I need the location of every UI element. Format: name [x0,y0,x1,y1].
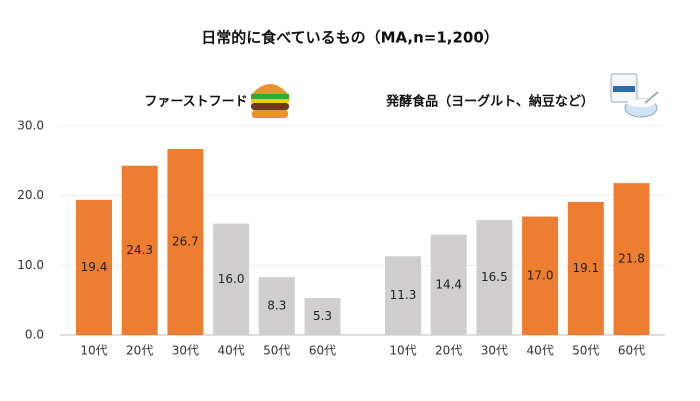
value-label: 21.8 [618,252,645,266]
bar [258,277,295,335]
bar [304,298,341,335]
value-label: 19.1 [572,261,599,275]
value-label: 26.7 [172,234,199,248]
x-tick-label: 50代 [263,344,290,358]
x-tick-label: 40代 [526,344,553,358]
x-tick-label: 50代 [572,344,599,358]
bar [76,199,112,335]
bar [567,201,604,335]
x-tick-label: 60代 [309,344,336,358]
x-tick-label: 40代 [217,344,244,358]
x-tick-label: 10代 [389,344,416,358]
value-label: 8.3 [267,299,286,313]
bar [613,183,650,335]
value-label: 17.0 [527,268,554,282]
value-label: 24.3 [126,243,153,257]
value-label: 14.4 [435,277,462,291]
bar [385,256,421,335]
yogurt-icon [610,73,659,118]
group-label: 発酵食品（ヨーグルト、納豆など） [385,94,594,110]
x-tick-label: 10代 [80,344,107,358]
bar [476,220,513,335]
value-label: 16.5 [481,270,508,284]
chart-title: 日常的に食べているもの（MA,n=1,200） [201,29,499,47]
value-label: 11.3 [390,288,417,302]
x-tick-label: 20代 [126,344,153,358]
bar [121,165,158,335]
value-label: 16.0 [218,272,245,286]
bar [430,234,467,335]
group-label: ファーストフード [144,95,247,110]
bar [167,148,204,335]
x-tick-label: 20代 [435,344,462,358]
value-label: 19.4 [81,260,108,274]
value-label: 5.3 [313,309,332,323]
x-tick-label: 30代 [172,344,199,358]
y-tick-label: 10.0 [17,258,44,272]
bar [522,216,559,335]
y-tick-label: 30.0 [17,119,44,133]
bar [213,223,250,335]
y-tick-label: 20.0 [17,188,44,202]
y-tick-label: 0.0 [25,328,44,342]
x-tick-label: 60代 [618,344,645,358]
burger-icon [251,84,289,118]
x-tick-label: 30代 [481,344,508,358]
